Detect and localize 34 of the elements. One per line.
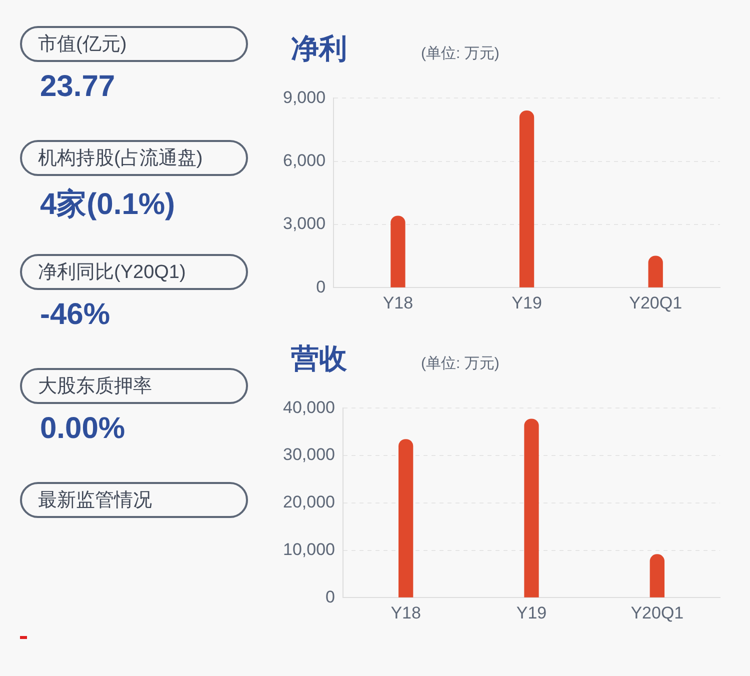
y-tick-label: 0 [316, 277, 326, 296]
bar [524, 418, 539, 598]
x-tick-label: Y18 [382, 293, 414, 312]
bar [648, 256, 663, 288]
chart-title: 营收 [291, 342, 348, 376]
y-tick-label: 20,000 [282, 492, 335, 512]
chart-subtitle: (单位: 万元) [421, 354, 500, 373]
text: 净利同比(Y20Q1) [38, 261, 186, 285]
y-tick-label: 6,000 [282, 151, 326, 170]
x-tick-label: Y18 [390, 603, 421, 622]
bar [519, 110, 534, 288]
bar [398, 439, 414, 598]
y-tick-label: 10,000 [282, 540, 335, 559]
chart-subtitle: (单位: 万元) [421, 44, 500, 63]
text: 大股东质押率 [38, 375, 152, 399]
bar [650, 554, 664, 598]
text: 0.00% [40, 412, 126, 445]
y-tick-label: 40,000 [282, 398, 335, 417]
bar [390, 216, 406, 288]
x-tick-label: Y19 [512, 293, 542, 312]
text: 最新监管情况 [38, 489, 152, 513]
y-tick-label: 3,000 [282, 214, 326, 234]
text: 机构持股(占流通盘) [38, 147, 203, 171]
chart-title: 净利 [291, 32, 348, 66]
x-tick-label: Y20Q1 [630, 603, 684, 622]
x-tick-label: Y20Q1 [629, 293, 682, 312]
y-tick-label: 0 [326, 587, 335, 606]
text: 23.77 [40, 70, 116, 103]
text: 市值(亿元) [38, 33, 127, 57]
y-tick-label: 30,000 [282, 445, 335, 464]
text: -46% [40, 298, 110, 331]
x-tick-label: Y19 [516, 603, 547, 622]
text: 4家(0.1%) [40, 188, 176, 221]
y-tick-label: 9,000 [282, 88, 326, 107]
